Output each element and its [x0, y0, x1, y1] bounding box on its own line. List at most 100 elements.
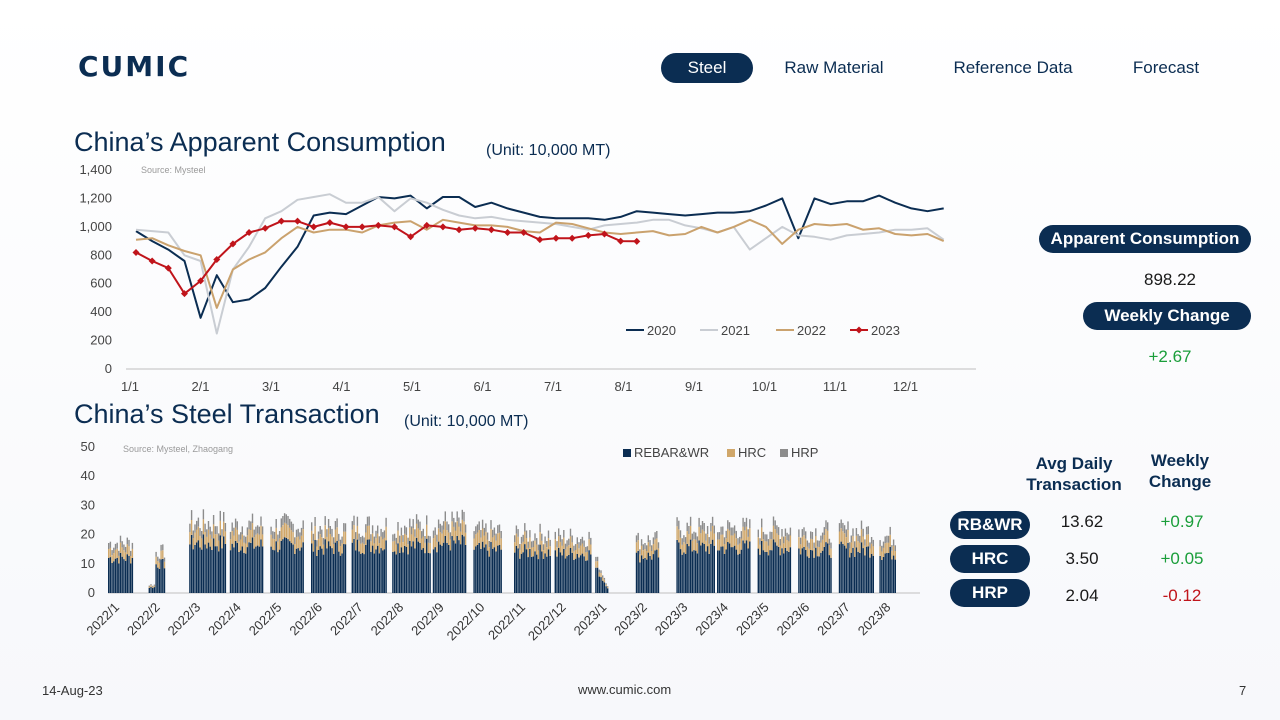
bar-hrp	[857, 534, 859, 542]
bar-hrp	[558, 528, 560, 537]
bar-hrp	[270, 526, 272, 535]
bar-hrc	[651, 551, 653, 560]
bar-hrp	[566, 540, 568, 547]
bar-hrp	[322, 538, 325, 545]
bar-hrc	[786, 540, 788, 551]
bar-hrc	[745, 526, 748, 541]
bar-rebar	[446, 542, 448, 593]
bar-rebar	[838, 544, 841, 593]
bar-rebar	[311, 543, 313, 593]
bar-hrc	[703, 531, 705, 544]
bar-hrp	[363, 537, 365, 545]
bar-rebar	[344, 544, 347, 593]
x-tick-label: 2022/3	[165, 600, 204, 639]
bar-rebar	[442, 542, 445, 593]
bar-hrc	[283, 522, 286, 538]
point-2023	[358, 223, 366, 231]
bar-rebar	[260, 539, 262, 593]
bar-hrp	[214, 526, 216, 535]
x-tick-label: 4/1	[332, 379, 350, 394]
bar-hrp	[329, 526, 331, 534]
bar-hrc	[432, 538, 435, 550]
x-tick-label: 2/1	[191, 379, 209, 394]
bar-hrp	[711, 516, 714, 526]
bar-hrc	[282, 525, 284, 540]
bar-rebar	[404, 545, 406, 593]
bar-hrc	[530, 547, 533, 557]
bar-hrp	[801, 529, 803, 537]
bar-rebar	[549, 555, 551, 593]
bar-rebar	[774, 542, 776, 593]
bar-hrp	[852, 528, 854, 537]
bar-hrp	[453, 517, 455, 527]
bar-hrc	[436, 541, 438, 553]
bar-hrp	[241, 526, 243, 535]
bar-hrc	[385, 526, 387, 541]
bar-hrp	[427, 535, 430, 543]
bar-hrp	[654, 532, 656, 540]
tab-forecast[interactable]: Forecast	[1132, 58, 1200, 77]
tab-reference-data[interactable]: Reference Data	[953, 58, 1073, 77]
bar-hrc	[231, 531, 233, 544]
bar-rebar	[798, 548, 800, 593]
bar-hrp	[204, 523, 206, 532]
bar-hrp	[231, 522, 233, 531]
bar-hrc	[458, 526, 460, 541]
bar-rebar	[224, 544, 227, 593]
point-2023	[310, 223, 318, 231]
bar-rebar	[517, 548, 519, 593]
bar-hrp	[331, 528, 333, 537]
bar-hrc	[642, 550, 644, 559]
bar-hrp	[439, 523, 441, 533]
bar-rebar	[454, 543, 457, 593]
bar-hrp	[850, 535, 852, 543]
bar-rebar	[114, 558, 117, 593]
footer-url[interactable]: www.cumic.com	[578, 682, 672, 697]
bar-hrp	[311, 522, 313, 531]
bar-rebar	[207, 542, 210, 593]
bar-rebar	[651, 559, 653, 593]
bar-rebar	[781, 548, 783, 593]
bar-rebar	[879, 556, 881, 593]
bar-hrc	[277, 541, 279, 553]
bar-hrp	[815, 528, 817, 537]
y-tick-label: 50	[81, 439, 95, 454]
bar-hrp	[679, 530, 682, 538]
bar-hrc	[838, 531, 841, 545]
bar-rebar	[492, 548, 494, 593]
tab-raw-material[interactable]: Raw Material	[784, 58, 884, 77]
x-tick-label: 2022/8	[368, 600, 407, 639]
consumption-chart: 0 200 400 600 800 1,000 1,200 1,400 Source: Myst…	[79, 162, 976, 394]
bar-hrc	[847, 530, 849, 543]
bar-hrc	[311, 530, 313, 544]
bar-rebar	[273, 550, 276, 593]
bar-hrp	[720, 526, 722, 535]
cumic-logo: CUMIC	[78, 53, 190, 81]
bar-hrp	[371, 525, 374, 534]
bar-rebar	[887, 552, 890, 593]
bar-hrp	[417, 519, 419, 529]
bar-hrp	[544, 536, 546, 544]
bar-rebar	[410, 546, 413, 593]
bar-hrc	[256, 533, 259, 546]
bar-hrp	[546, 541, 548, 548]
bar-hrc	[689, 525, 692, 540]
bar-rebar	[737, 554, 739, 593]
bar-hrp	[287, 516, 289, 526]
bar-hrc	[448, 532, 450, 545]
bar-rebar	[566, 556, 568, 593]
bar-rebar	[255, 546, 257, 593]
point-2023	[455, 226, 463, 234]
bar-hrc	[774, 529, 776, 543]
bar-hrp	[635, 535, 638, 543]
tab-steel[interactable]: Steel	[661, 53, 753, 83]
bar-hrc	[732, 535, 734, 548]
bar-hrp	[201, 531, 203, 539]
bar-hrp	[486, 532, 489, 540]
bar-hrc	[607, 587, 609, 589]
bar-hrp	[859, 535, 861, 543]
bar-rebar	[400, 547, 403, 593]
bar-hrc	[417, 528, 419, 542]
x-tick-label: 2023/1	[571, 600, 610, 639]
bar-hrc	[857, 541, 859, 552]
